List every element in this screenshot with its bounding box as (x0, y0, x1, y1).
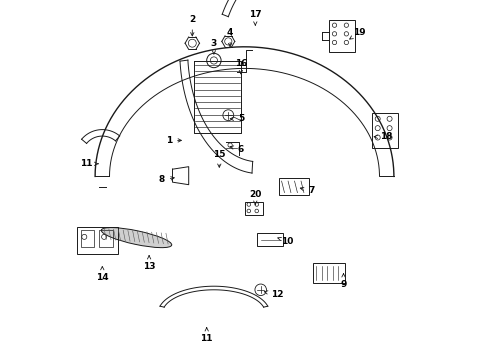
Text: 13: 13 (142, 256, 155, 271)
Text: 5: 5 (230, 114, 244, 123)
Text: 17: 17 (248, 10, 261, 25)
Text: 11: 11 (200, 328, 212, 343)
Text: 20: 20 (248, 190, 261, 204)
Text: 14: 14 (96, 266, 108, 282)
Text: 15: 15 (213, 150, 225, 167)
Text: 11: 11 (80, 159, 98, 168)
Text: 10: 10 (277, 237, 293, 246)
Text: 6: 6 (230, 145, 244, 154)
Text: 16: 16 (234, 58, 246, 74)
Text: 4: 4 (226, 28, 233, 47)
Text: 8: 8 (158, 175, 174, 184)
Text: 3: 3 (210, 39, 217, 54)
Text: 18: 18 (373, 132, 392, 141)
Ellipse shape (101, 228, 171, 248)
Text: 12: 12 (264, 290, 283, 299)
Text: 1: 1 (165, 136, 181, 145)
Text: 9: 9 (340, 274, 346, 289)
Text: 19: 19 (349, 28, 365, 39)
Text: 7: 7 (300, 186, 314, 195)
Text: 2: 2 (189, 15, 195, 36)
